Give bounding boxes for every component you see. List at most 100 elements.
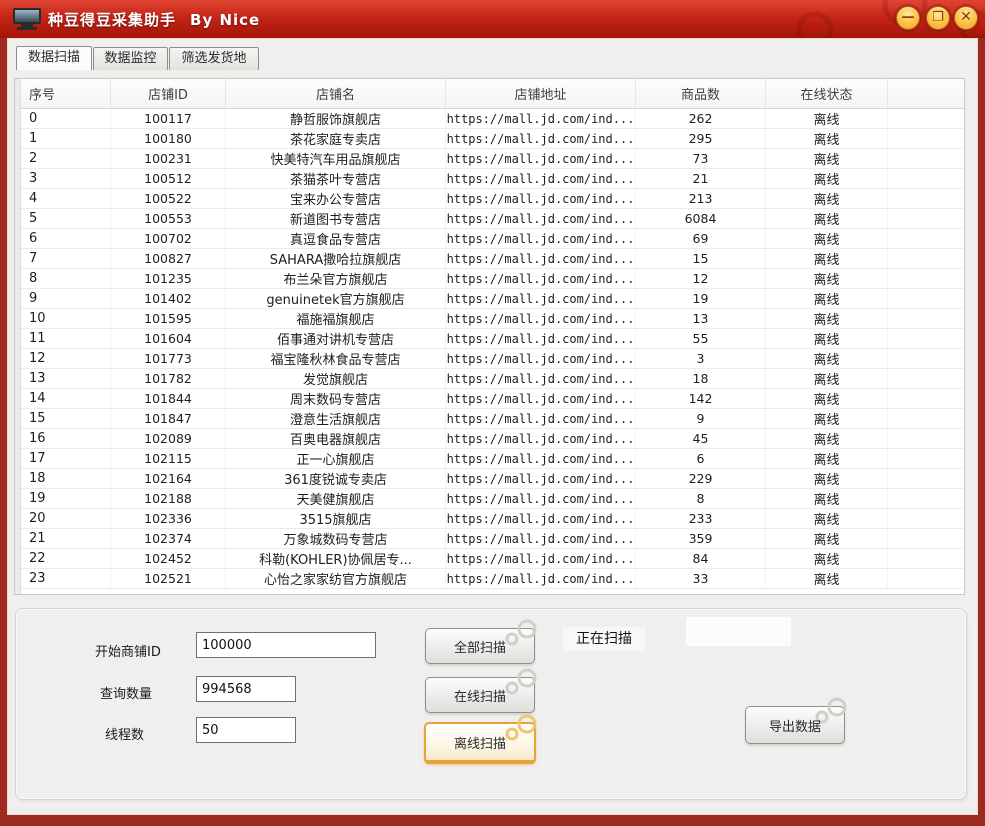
table-cell: 13 [21,369,111,388]
table-cell: 15 [636,249,766,268]
table-cell: 14 [21,389,111,408]
table-cell: 快美特汽车用品旗舰店 [226,149,446,168]
table-row[interactable]: 14 101844 周末数码专营店 https://mall.jd.com/ind..… [21,389,964,409]
table-header-row: 序号 店铺ID 店铺名 店铺地址 商品数 在线状态 [21,79,964,109]
scan-offline-button[interactable]: 离线扫描 [424,714,537,764]
column-header-index[interactable]: 序号 [21,79,111,108]
column-header-shop-name[interactable]: 店铺名 [226,79,446,108]
table-cell: 69 [636,229,766,248]
thread-count-input[interactable] [196,717,296,743]
table-cell: 离线 [766,529,888,548]
table-cell: 19 [21,489,111,508]
table-row[interactable]: 4 100522 宝来办公专营店 https://mall.jd.com/ind...… [21,189,964,209]
table-cell-empty [888,429,964,448]
table-cell: 13 [636,309,766,328]
table-cell: 10 [21,309,111,328]
table-cell-empty [888,369,964,388]
table-row[interactable]: 21 102374 万象城数码专营店 https://mall.jd.com/ind.… [21,529,964,549]
table-cell-empty [888,489,964,508]
table-row[interactable]: 15 101847 澄意生活旗舰店 https://mall.jd.com/ind..… [21,409,964,429]
table-row[interactable]: 5 100553 新道图书专营店 https://mall.jd.com/ind...… [21,209,964,229]
export-data-button[interactable]: 导出数据 [745,697,847,744]
table-row[interactable]: 1 100180 茶花家庭专卖店 https://mall.jd.com/ind...… [21,129,964,149]
table-cell: https://mall.jd.com/ind... [446,529,636,548]
table-row[interactable]: 8 101235 布兰朵官方旗舰店 https://mall.jd.com/ind..… [21,269,964,289]
table-cell: 离线 [766,249,888,268]
table-row[interactable]: 10 101595 福施福旗舰店 https://mall.jd.com/ind...… [21,309,964,329]
shop-table: 序号 店铺ID 店铺名 店铺地址 商品数 在线状态 0 100117 静哲服饰旗舰店… [14,78,965,595]
table-cell: 离线 [766,549,888,568]
table-cell: 11 [21,329,111,348]
table-cell-empty [888,409,964,428]
table-row[interactable]: 16 102089 百奥电器旗舰店 https://mall.jd.com/ind..… [21,429,964,449]
table-row[interactable]: 19 102188 天美健旗舰店 https://mall.jd.com/ind...… [21,489,964,509]
column-header-shop-url[interactable]: 店铺地址 [446,79,636,108]
table-cell: 102336 [111,509,226,528]
table-cell: https://mall.jd.com/ind... [446,449,636,468]
app-icon [13,8,41,30]
minimize-button[interactable]: — [896,6,920,30]
table-cell: 9 [636,409,766,428]
close-button[interactable]: ✕ [954,6,978,30]
table-row[interactable]: 13 101782 发觉旗舰店 https://mall.jd.com/ind... 1… [21,369,964,389]
table-row[interactable]: 23 102521 心怡之家家纺官方旗舰店 https://mall.jd.com/i… [21,569,964,589]
table-cell: 离线 [766,169,888,188]
table-cell: 4 [21,189,111,208]
column-header-product-count[interactable]: 商品数 [636,79,766,108]
table-cell: https://mall.jd.com/ind... [446,329,636,348]
table-cell: 离线 [766,569,888,588]
table-cell: 心怡之家家纺官方旗舰店 [226,569,446,588]
table-cell-empty [888,289,964,308]
table-cell: https://mall.jd.com/ind... [446,469,636,488]
column-header-online-status[interactable]: 在线状态 [766,79,888,108]
table-cell: https://mall.jd.com/ind... [446,249,636,268]
table-row[interactable]: 11 101604 佰事通对讲机专营店 https://mall.jd.com/ind… [21,329,964,349]
table-cell: 周末数码专营店 [226,389,446,408]
table-cell: https://mall.jd.com/ind... [446,489,636,508]
table-cell-empty [888,349,964,368]
titlebar[interactable]: 种豆得豆采集助手 By Nice — ❐ ✕ [0,0,985,38]
table-row[interactable]: 12 101773 福宝隆秋林食品专营店 https://mall.jd.com/in… [21,349,964,369]
scan-online-button[interactable]: 在线扫描 [425,668,537,713]
table-cell: 1 [21,129,111,148]
table-cell: 100231 [111,149,226,168]
tab-filter-origin[interactable]: 筛选发货地 [169,47,259,70]
scan-all-button[interactable]: 全部扫描 [425,619,537,664]
start-shop-id-label: 开始商铺ID [95,645,161,660]
table-cell: 3515旗舰店 [226,509,446,528]
table-row[interactable]: 3 100512 茶猫茶叶专营店 https://mall.jd.com/ind...… [21,169,964,189]
start-shop-id-input[interactable] [196,632,376,658]
table-cell: 100827 [111,249,226,268]
table-cell: 17 [21,449,111,468]
table-cell: 23 [21,569,111,588]
table-cell: 福施福旗舰店 [226,309,446,328]
table-row[interactable]: 6 100702 真逗食品专营店 https://mall.jd.com/ind...… [21,229,964,249]
query-count-input[interactable] [196,676,296,702]
table-cell: 233 [636,509,766,528]
table-cell: 361度锐诚专卖店 [226,469,446,488]
table-cell-empty [888,449,964,468]
column-header-shop-id[interactable]: 店铺ID [111,79,226,108]
table-row[interactable]: 2 100231 快美特汽车用品旗舰店 https://mall.jd.com/ind… [21,149,964,169]
table-cell: 6 [21,229,111,248]
table-cell: 3 [21,169,111,188]
table-cell: 22 [21,549,111,568]
table-cell: 离线 [766,389,888,408]
thread-count-label: 线程数 [105,728,145,743]
table-row[interactable]: 9 101402 genuinetek官方旗舰店 https://mall.jd.co… [21,289,964,309]
table-cell-empty [888,149,964,168]
table-row[interactable]: 18 102164 361度锐诚专卖店 https://mall.jd.com/ind… [21,469,964,489]
table-cell: 102521 [111,569,226,588]
table-row[interactable]: 17 102115 正一心旗舰店 https://mall.jd.com/ind...… [21,449,964,469]
table-cell: 101782 [111,369,226,388]
table-cell: 离线 [766,509,888,528]
table-cell: 茶花家庭专卖店 [226,129,446,148]
table-row[interactable]: 20 102336 3515旗舰店 https://mall.jd.com/ind..… [21,509,964,529]
table-row[interactable]: 22 102452 科勒(KOHLER)协佩居专... https://mall.jd… [21,549,964,569]
table-row[interactable]: 0 100117 静哲服饰旗舰店 https://mall.jd.com/ind...… [21,109,964,129]
maximize-button[interactable]: ❐ [926,6,950,30]
table-cell: https://mall.jd.com/ind... [446,549,636,568]
table-row[interactable]: 7 100827 SAHARA撒哈拉旗舰店 https://mall.jd.com/i… [21,249,964,269]
tab-data-monitor[interactable]: 数据监控 [93,47,168,70]
tab-data-scan[interactable]: 数据扫描 [16,46,92,70]
